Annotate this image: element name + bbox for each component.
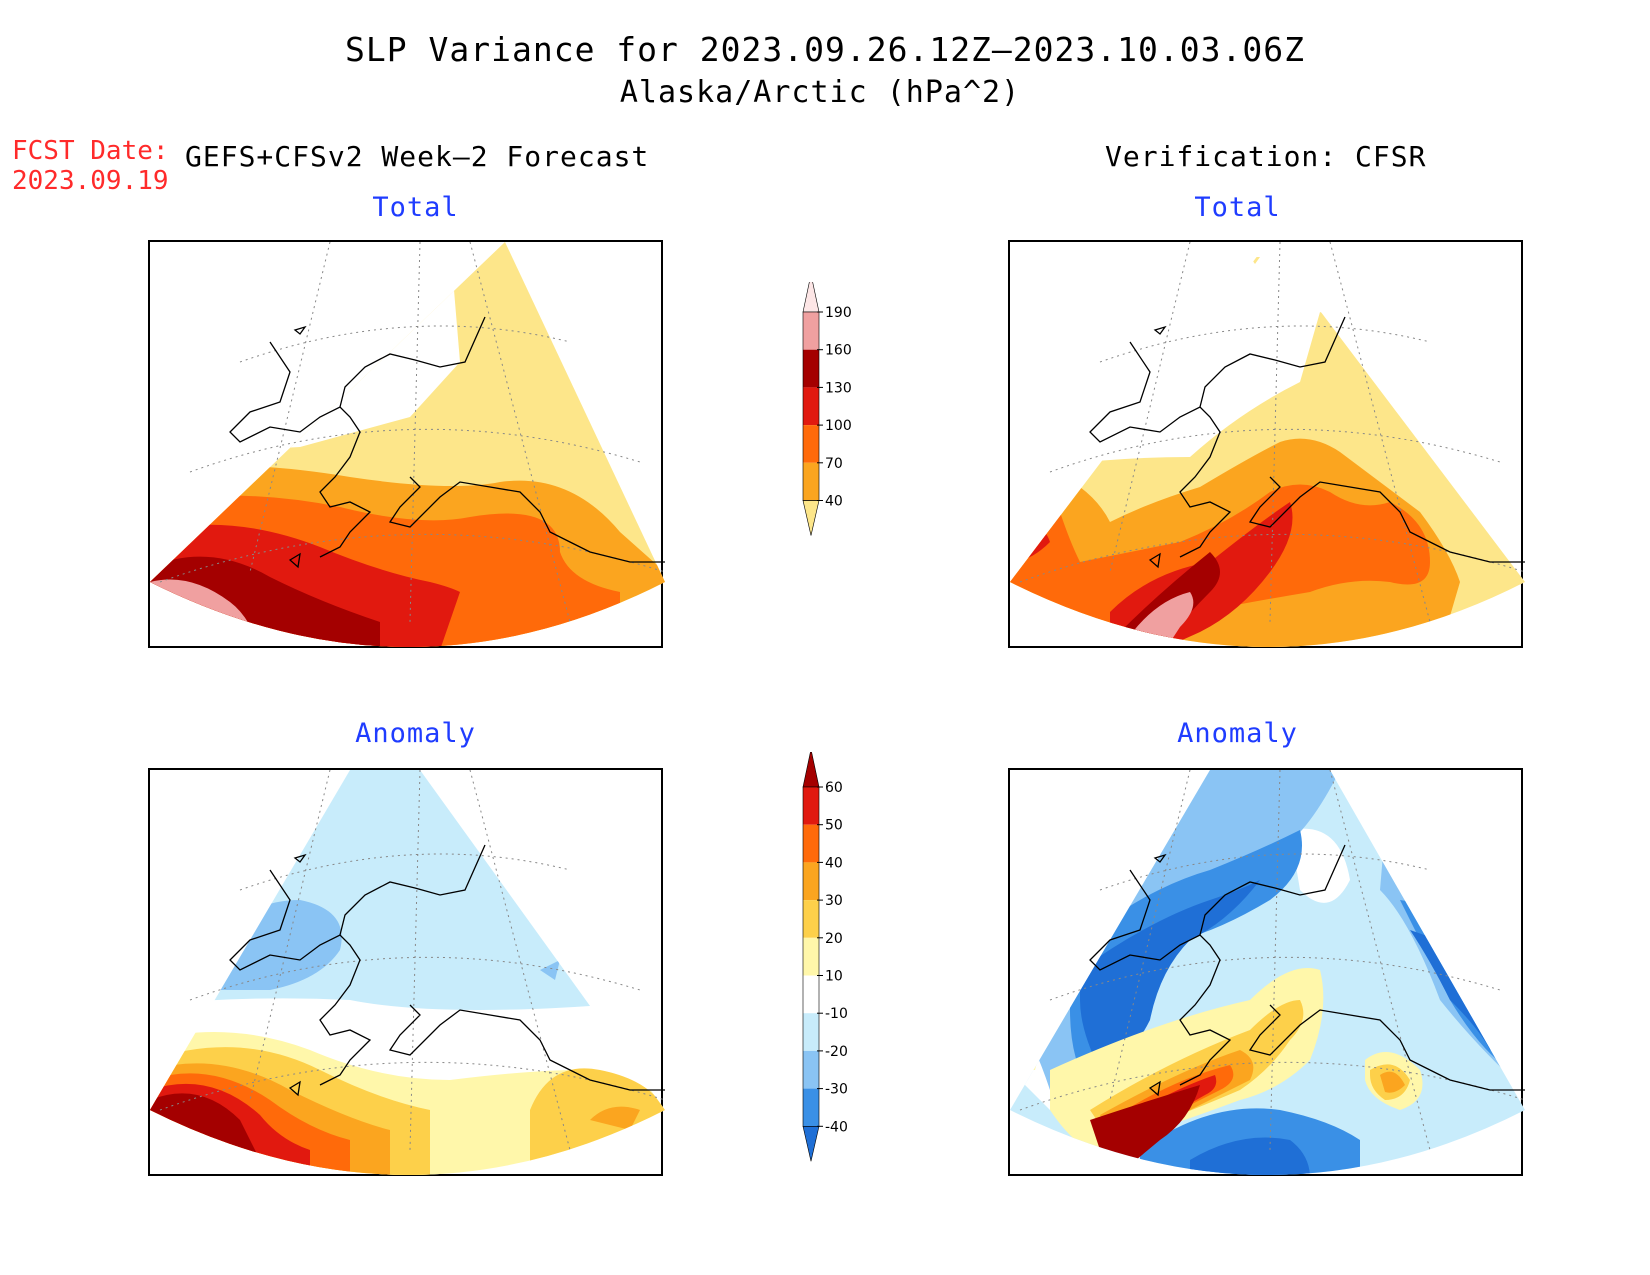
anomaly-colorbar-swatch: [803, 1013, 819, 1051]
anomaly-colorbar-swatch-bottom: [802, 1126, 820, 1162]
anomaly-colorbar-tick-label: -30: [825, 1082, 848, 1098]
total-colorbar-tick-label: 40: [825, 494, 843, 510]
anomaly-colorbar-swatch: [803, 900, 819, 938]
total-colorbar-swatch-top: [802, 274, 820, 313]
ver-anomaly-title: Anomaly: [1177, 718, 1298, 749]
total-colorbar-tick-label: 220: [825, 282, 852, 283]
verification-header: Verification: CFSR: [1105, 140, 1427, 173]
fc-anomaly-map: [148, 768, 665, 1176]
ver-total-title: Total: [1194, 192, 1281, 223]
ver-anomaly-map: [1008, 768, 1525, 1176]
total-colorbar-swatch-bottom: [802, 500, 820, 536]
anomaly-colorbar-tick-label: 50: [825, 818, 843, 834]
fc-total-title: Total: [372, 192, 459, 223]
total-colorbar-swatch: [803, 312, 819, 350]
figure-subtitle: Alaska/Arctic (hPa^2): [619, 75, 1021, 110]
figure-title: SLP Variance for 2023.09.26.12Z–2023.10.…: [345, 30, 1305, 69]
total-colorbar-tick-label: 160: [825, 343, 852, 359]
total-colorbar-swatch: [803, 387, 819, 426]
total-colorbar-tick-label: 190: [825, 305, 852, 321]
fcst-date-label: FCST Date:: [12, 136, 169, 166]
anomaly-colorbar-tick-label: -40: [825, 1119, 848, 1135]
total-colorbar-tick-label: 130: [825, 380, 852, 396]
coastline: [229, 316, 665, 569]
anomaly-colorbar-tick-label: -10: [825, 1006, 848, 1022]
ver-total-map: [1008, 240, 1525, 648]
anomaly-colorbar-swatch: [803, 937, 819, 976]
total-colorbar-tick-label: 70: [825, 456, 843, 472]
total-colorbar-tick-label: 100: [825, 418, 852, 434]
total-colorbar-swatch: [803, 349, 819, 388]
anomaly-colorbar-tick-label: 60: [825, 780, 843, 796]
shade-above-60: [1090, 1085, 1200, 1165]
anomaly-colorbar-swatch: [803, 1088, 819, 1127]
total-colorbar-swatch: [803, 462, 819, 501]
shade-130-160: [1010, 502, 1293, 647]
anomaly-colorbar-swatch-top: [802, 749, 820, 788]
anomaly-colorbar-swatch: [803, 824, 819, 863]
total-colorbar: 40 70 100 130 160 190 220: [795, 267, 875, 616]
anomaly-colorbar-swatch: [803, 787, 819, 825]
fc-anomaly-title: Anomaly: [355, 718, 476, 749]
anomaly-colorbar-swatch: [803, 1050, 819, 1089]
shade-neg20-neg10: [150, 770, 665, 1010]
anomaly-colorbar-swatch: [803, 862, 819, 901]
fcst-date-value: 2023.09.19: [12, 166, 169, 196]
forecast-header: GEFS+CFSv2 Week–2 Forecast: [185, 140, 650, 173]
total-colorbar-swatch: [803, 425, 819, 463]
fc-total-map: [148, 240, 665, 648]
anomaly-colorbar-tick-label: 40: [825, 855, 843, 871]
anomaly-colorbar-tick-label: 30: [825, 893, 843, 909]
anomaly-colorbar-tick-label: 20: [825, 931, 843, 947]
anomaly-colorbar-swatch: [803, 975, 819, 1014]
anomaly-colorbar: -40 -30 -20 -10 10 20 30 40 50 60: [795, 749, 875, 1206]
graticule: [159, 242, 665, 623]
anomaly-colorbar-tick-label: -20: [825, 1044, 848, 1060]
anomaly-colorbar-tick-label: 10: [825, 969, 843, 985]
